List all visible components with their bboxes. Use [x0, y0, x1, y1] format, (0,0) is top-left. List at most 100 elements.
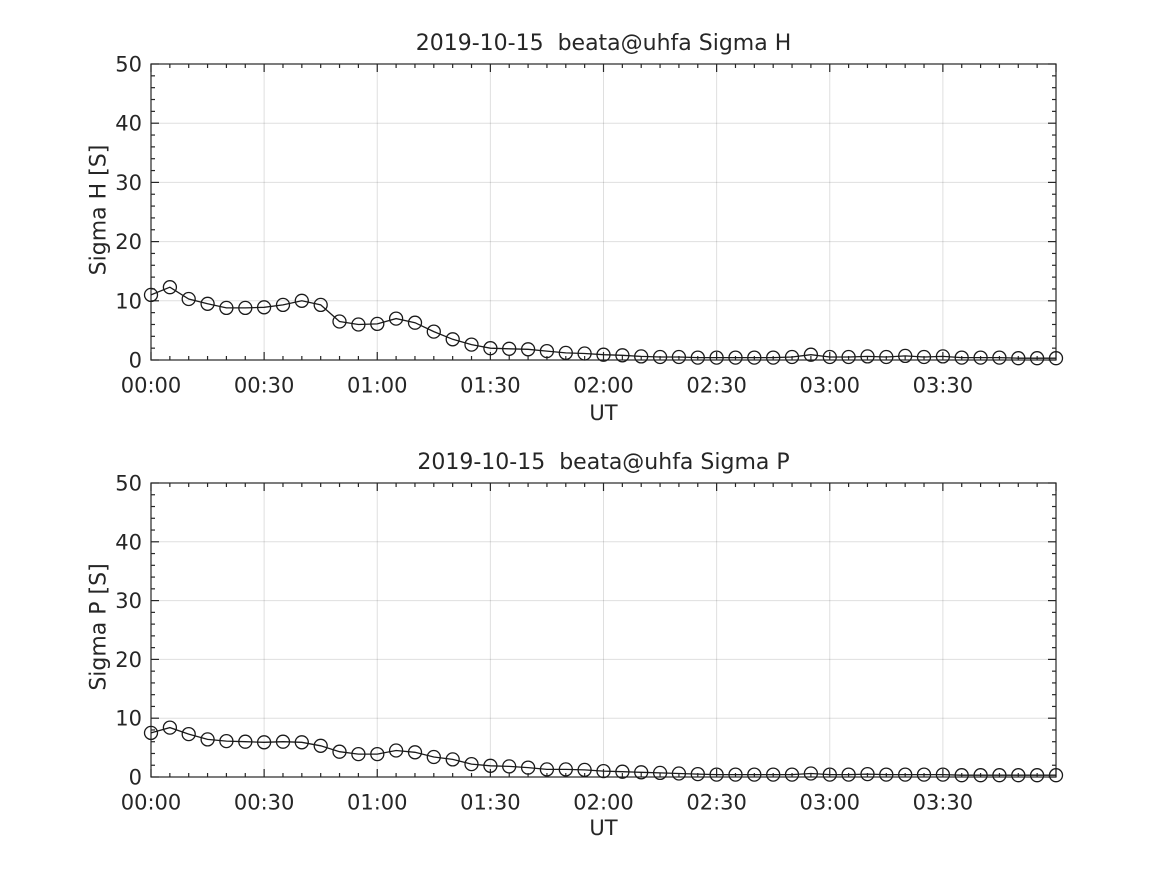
data-point-marker	[766, 767, 781, 782]
y-tick-label: 10	[115, 707, 142, 731]
data-point-marker	[1048, 768, 1064, 783]
data-point-marker	[332, 314, 347, 329]
data-point-marker	[577, 346, 592, 361]
data-point-marker	[1029, 351, 1045, 366]
x-tick-label: 02:00	[573, 374, 634, 398]
x-tick-label: 02:30	[686, 791, 747, 815]
data-point-marker	[558, 345, 573, 361]
data-point-marker	[596, 347, 611, 362]
data-point-marker	[577, 762, 592, 778]
data-point-marker	[898, 767, 913, 782]
data-point-marker	[822, 767, 837, 782]
data-point-marker	[445, 332, 460, 347]
data-point-marker	[426, 324, 441, 339]
y-tick-label: 50	[115, 53, 142, 77]
x-tick-label: 01:30	[460, 791, 521, 815]
data-point-marker	[803, 766, 819, 781]
data-point-marker	[275, 734, 291, 749]
data-point-marker	[709, 767, 724, 782]
data-point-marker	[1029, 768, 1045, 783]
y-tick-label: 50	[115, 472, 142, 496]
data-point-marker	[502, 341, 517, 356]
y-tick-label: 40	[115, 530, 142, 554]
data-point-marker	[200, 296, 215, 311]
data-point-marker	[690, 766, 705, 782]
data-point-marker	[841, 349, 856, 365]
data-point-marker	[860, 766, 875, 782]
series-line	[150, 726, 1056, 776]
data-point-marker	[370, 746, 385, 762]
data-point-marker	[935, 349, 951, 364]
data-point-marker	[483, 341, 498, 356]
x-tick-label: 03:30	[913, 791, 974, 815]
data-point-marker	[539, 343, 555, 359]
data-point-marker	[181, 726, 196, 742]
chart2-title: 2019-10-15 beata@uhfa Sigma P	[417, 450, 790, 475]
data-point-marker	[256, 735, 272, 750]
chart2-y-axis-label: Sigma P [S]	[86, 563, 112, 691]
data-point-marker	[407, 745, 423, 760]
data-point-marker	[841, 767, 856, 782]
x-tick-label: 01:30	[460, 374, 521, 398]
data-point-marker	[162, 720, 178, 735]
data-point-marker	[351, 746, 366, 762]
data-point-marker	[219, 300, 234, 316]
data-point-marker	[916, 767, 932, 782]
data-point-marker	[181, 291, 196, 307]
data-point-marker	[973, 350, 988, 365]
x-tick-label: 00:30	[234, 374, 295, 398]
data-point-marker	[954, 768, 969, 783]
data-point-marker	[709, 350, 724, 365]
data-point-marker	[615, 348, 630, 363]
data-point-marker	[954, 350, 969, 365]
data-point-marker	[275, 297, 291, 313]
data-point-marker	[879, 349, 894, 365]
data-point-marker	[445, 752, 460, 767]
chart1-y-axis-label: Sigma H [S]	[86, 144, 112, 276]
data-point-marker	[1011, 768, 1026, 783]
data-point-marker	[671, 766, 687, 781]
y-tick-label: 30	[115, 171, 142, 195]
data-point-marker	[879, 767, 894, 782]
x-tick-label: 01:00	[347, 374, 408, 398]
data-point-marker	[784, 349, 800, 365]
plot-frame	[150, 63, 1057, 361]
x-tick-label: 02:00	[573, 791, 634, 815]
data-point-marker	[992, 768, 1007, 783]
data-point-marker	[370, 316, 385, 332]
data-point-marker	[332, 744, 347, 759]
data-point-marker	[822, 349, 837, 365]
y-tick-label: 20	[115, 648, 142, 672]
data-point-marker	[898, 348, 913, 364]
data-point-marker	[615, 764, 630, 779]
data-point-marker	[351, 317, 366, 332]
data-point-marker	[992, 350, 1007, 365]
data-point-marker	[747, 767, 762, 782]
data-point-marker	[464, 337, 479, 352]
x-tick-label: 00:00	[121, 374, 182, 398]
x-tick-label: 02:30	[686, 374, 747, 398]
data-point-marker	[539, 762, 555, 777]
data-point-marker	[388, 743, 404, 758]
data-point-marker	[464, 756, 479, 772]
data-point-marker	[671, 349, 687, 365]
data-point-marker	[916, 349, 932, 365]
data-point-marker	[483, 758, 498, 773]
data-point-marker	[1011, 351, 1026, 366]
data-point-marker	[313, 297, 328, 313]
data-point-marker	[294, 293, 309, 308]
x-tick-label: 01:00	[347, 791, 408, 815]
chart1-title: 2019-10-15 beata@uhfa Sigma H	[415, 31, 792, 56]
data-point-marker	[162, 280, 178, 295]
data-point-marker	[747, 350, 762, 365]
chart1-x-axis-label: UT	[589, 401, 618, 425]
data-point-marker	[238, 300, 253, 316]
data-point-marker	[596, 763, 611, 779]
data-point-marker	[803, 347, 819, 362]
y-tick-label: 0	[129, 349, 142, 373]
data-point-marker	[520, 342, 536, 357]
data-point-marker	[294, 735, 309, 750]
x-tick-label: 00:30	[234, 791, 295, 815]
data-point-marker	[426, 749, 441, 765]
